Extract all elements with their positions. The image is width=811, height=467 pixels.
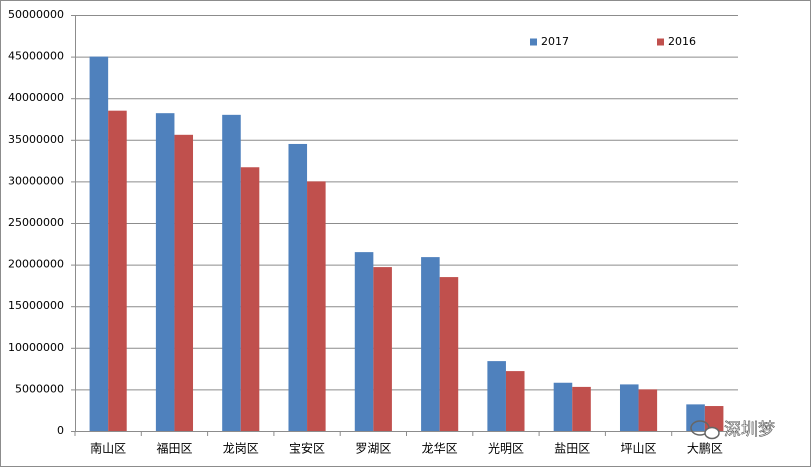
bar: [638, 389, 658, 431]
legend-swatch: [530, 38, 537, 46]
bar: [421, 257, 440, 431]
y-tick-label: 10000000: [8, 341, 64, 354]
bar: [572, 386, 591, 431]
bar: [222, 114, 241, 431]
y-tick-label: 40000000: [8, 91, 64, 104]
y-tick-label: 45000000: [8, 50, 64, 63]
y-tick-label: 5000000: [15, 382, 64, 395]
bar: [619, 384, 639, 431]
bar: [174, 134, 194, 432]
bar: [553, 382, 573, 431]
watermark-icon: [690, 420, 720, 440]
y-tick-label: 50000000: [8, 8, 64, 21]
y-tick-label: 30000000: [8, 174, 64, 187]
legend-swatch: [657, 38, 664, 46]
x-tick-label: 坪山区: [621, 442, 657, 456]
bar: [487, 361, 506, 431]
x-tick-label: 宝安区: [289, 441, 325, 456]
x-tick-label: 南山区: [90, 441, 126, 456]
y-tick-label: 35000000: [8, 133, 64, 146]
y-tick-label: 25000000: [8, 216, 64, 229]
bar: [288, 143, 308, 431]
bar: [108, 110, 127, 432]
y-tick-label: 20000000: [8, 258, 64, 271]
watermark: 深圳梦: [724, 420, 775, 440]
legend-label: 2016: [668, 35, 696, 48]
bar: [373, 267, 392, 431]
y-tick-label: 0: [57, 424, 64, 437]
x-tick-label: 罗湖区: [355, 441, 391, 456]
bar: [89, 56, 109, 431]
bar: [155, 113, 175, 432]
x-tick-label: 大鹏区: [687, 442, 723, 456]
legend-label: 2017: [541, 35, 569, 48]
bar: [505, 371, 525, 431]
bar: [354, 252, 374, 431]
bar: [240, 167, 260, 432]
bar: [704, 406, 724, 431]
x-tick-label: 盐田区: [554, 442, 590, 456]
bar: [686, 404, 705, 431]
bar: [307, 181, 326, 431]
x-tick-label: 光明区: [488, 442, 524, 456]
x-tick-label: 龙华区: [422, 442, 458, 456]
y-tick-label: 15000000: [8, 299, 64, 312]
x-tick-label: 福田区: [156, 441, 192, 456]
bar: [439, 277, 459, 431]
x-tick-label: 龙岗区: [223, 442, 259, 456]
